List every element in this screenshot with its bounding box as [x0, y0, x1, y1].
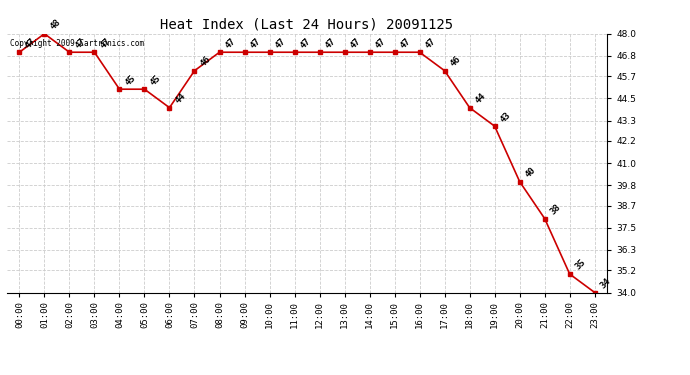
Text: 44: 44 — [474, 92, 488, 105]
Text: 47: 47 — [248, 36, 263, 50]
Text: 47: 47 — [99, 36, 112, 50]
Text: 46: 46 — [448, 55, 463, 69]
Text: 44: 44 — [174, 92, 188, 105]
Text: 45: 45 — [148, 73, 163, 87]
Text: 34: 34 — [599, 276, 613, 290]
Text: 43: 43 — [499, 110, 513, 124]
Text: 47: 47 — [224, 36, 237, 50]
Text: 46: 46 — [199, 55, 213, 69]
Text: 35: 35 — [574, 258, 588, 272]
Text: 48: 48 — [48, 18, 63, 32]
Text: 47: 47 — [299, 36, 313, 50]
Text: 47: 47 — [374, 36, 388, 50]
Text: 47: 47 — [348, 36, 363, 50]
Text: 47: 47 — [324, 36, 337, 50]
Text: 40: 40 — [524, 165, 538, 180]
Text: 47: 47 — [23, 36, 37, 50]
Title: Heat Index (Last 24 Hours) 20091125: Heat Index (Last 24 Hours) 20091125 — [161, 17, 453, 31]
Text: 47: 47 — [424, 36, 437, 50]
Text: 47: 47 — [399, 36, 413, 50]
Text: 47: 47 — [274, 36, 288, 50]
Text: 47: 47 — [74, 36, 88, 50]
Text: 38: 38 — [549, 202, 563, 216]
Text: 45: 45 — [124, 73, 137, 87]
Text: Copyright 2009 Cartronics.com: Copyright 2009 Cartronics.com — [10, 39, 144, 48]
